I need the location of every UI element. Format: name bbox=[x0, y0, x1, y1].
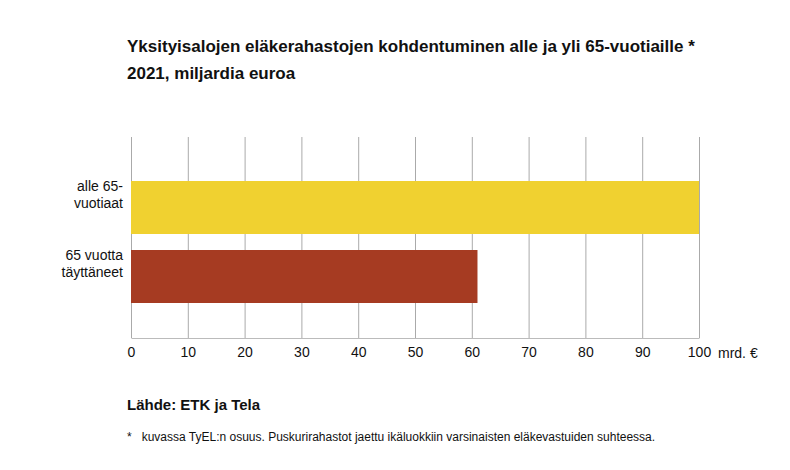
y-tick-label: 65 vuottatäyttäneet bbox=[62, 247, 124, 280]
x-tick-label: 90 bbox=[635, 344, 651, 360]
bars bbox=[131, 181, 699, 303]
grid-line bbox=[415, 137, 416, 338]
note: * kuvassa TyEL:n osuus. Puskurirahastot … bbox=[127, 430, 655, 444]
chart: Yksityisalojen eläkerahastojen kohdentum… bbox=[0, 0, 790, 470]
x-tick-label: 10 bbox=[181, 344, 197, 360]
x-tick: 40 bbox=[351, 137, 367, 360]
grid-line bbox=[529, 137, 530, 338]
x-tick: 60 bbox=[465, 137, 481, 360]
x-tick: 30 bbox=[294, 137, 310, 360]
x-tick-label: 60 bbox=[465, 344, 481, 360]
x-tick: 20 bbox=[237, 137, 253, 360]
x-tick-label: 40 bbox=[351, 344, 367, 360]
x-tick: 100 bbox=[688, 137, 712, 360]
x-tick-label: 30 bbox=[294, 344, 310, 360]
x-tick-label: 20 bbox=[237, 344, 253, 360]
x-tick-label: 70 bbox=[521, 344, 537, 360]
x-tick: 0 bbox=[128, 137, 136, 360]
x-tick-label: 0 bbox=[128, 344, 136, 360]
y-tick: alle 65-vuotiaat bbox=[74, 178, 131, 211]
grid-line bbox=[131, 137, 132, 338]
x-unit: mrd. € bbox=[718, 345, 758, 361]
title: Yksityisalojen eläkerahastojen kohdentum… bbox=[127, 37, 695, 56]
x-tick-label: 80 bbox=[578, 344, 594, 360]
x-axis-line bbox=[132, 338, 700, 339]
grid-line bbox=[188, 137, 189, 338]
x-tick-label: 50 bbox=[408, 344, 424, 360]
grid-line bbox=[699, 137, 700, 338]
bar bbox=[131, 181, 699, 234]
x-tick: 50 bbox=[408, 137, 424, 360]
x-tick: 10 bbox=[181, 137, 197, 360]
x-tick: 90 bbox=[635, 137, 651, 360]
grid-line bbox=[245, 137, 246, 338]
x-axis: 0 10 20 30 40 50 60 70 80 90 100 bbox=[128, 137, 712, 360]
y-tick-label: alle 65-vuotiaat bbox=[74, 178, 123, 211]
bar bbox=[131, 250, 477, 303]
x-tick-label: 100 bbox=[688, 344, 712, 360]
grid-line bbox=[642, 137, 643, 338]
grid-line bbox=[472, 137, 473, 338]
grid-line bbox=[585, 137, 586, 338]
x-tick: 70 bbox=[521, 137, 537, 360]
y-axis: alle 65-vuotiaat 65 vuottatäyttäneet bbox=[62, 178, 132, 280]
grid-line bbox=[358, 137, 359, 338]
grid-line bbox=[301, 137, 302, 338]
source: Lähde: ETK ja Tela bbox=[127, 396, 261, 413]
y-tick: 65 vuottatäyttäneet bbox=[62, 247, 132, 280]
x-tick: 80 bbox=[578, 137, 594, 360]
subtitle: 2021, miljardia euroa bbox=[127, 64, 296, 83]
